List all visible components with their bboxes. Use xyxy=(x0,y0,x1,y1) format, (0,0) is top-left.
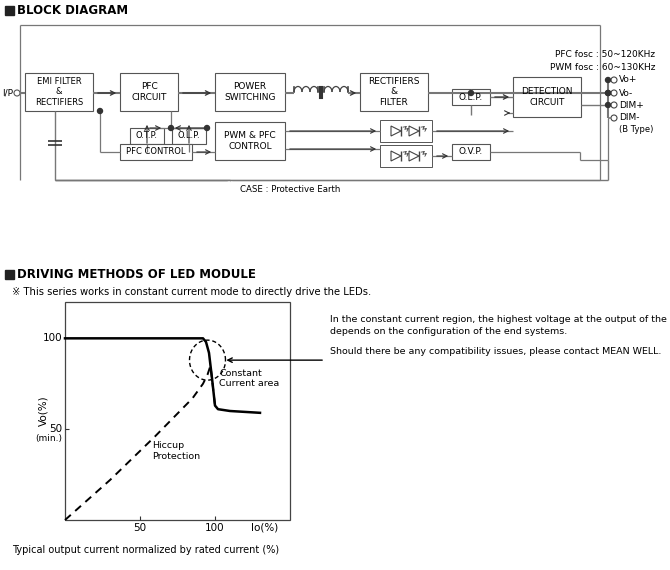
Text: 50: 50 xyxy=(133,523,147,533)
Text: PFC
CIRCUIT: PFC CIRCUIT xyxy=(131,82,167,101)
Text: Vo-: Vo- xyxy=(619,88,633,97)
Bar xyxy=(452,89,490,105)
Circle shape xyxy=(204,125,210,131)
Circle shape xyxy=(606,91,610,96)
Bar xyxy=(25,73,93,111)
Bar xyxy=(5,270,14,279)
Text: BLOCK DIAGRAM: BLOCK DIAGRAM xyxy=(17,4,128,17)
Text: PWM & PFC
CONTROL: PWM & PFC CONTROL xyxy=(224,131,276,150)
Text: Vo+: Vo+ xyxy=(619,75,637,84)
Text: (B Type): (B Type) xyxy=(619,125,653,135)
Text: (min.): (min.) xyxy=(35,434,62,443)
Bar xyxy=(360,73,428,111)
Circle shape xyxy=(606,91,610,96)
Text: CASE : Protective Earth: CASE : Protective Earth xyxy=(240,185,340,193)
Bar xyxy=(380,120,432,142)
Text: PFC fosc : 50~120KHz
PWM fosc : 60~130KHz: PFC fosc : 50~120KHz PWM fosc : 60~130KH… xyxy=(549,50,655,71)
Bar xyxy=(513,77,581,117)
Text: 100: 100 xyxy=(205,523,225,533)
Text: depends on the configuration of the end systems.: depends on the configuration of the end … xyxy=(330,328,567,336)
Text: DETECTION
CIRCUIT: DETECTION CIRCUIT xyxy=(521,87,573,107)
Text: PFC CONTROL: PFC CONTROL xyxy=(126,148,186,157)
Text: O.L.P.: O.L.P. xyxy=(178,132,200,140)
Bar xyxy=(65,302,290,520)
Bar xyxy=(215,73,285,111)
Bar xyxy=(130,128,164,144)
Bar xyxy=(380,145,432,167)
Circle shape xyxy=(468,91,474,96)
Circle shape xyxy=(168,125,174,131)
Circle shape xyxy=(606,103,610,108)
Text: Vo(%): Vo(%) xyxy=(38,396,48,426)
Text: O.L.P.: O.L.P. xyxy=(459,92,483,101)
Text: RECTIFIERS
&
FILTER: RECTIFIERS & FILTER xyxy=(369,77,419,107)
Text: 50: 50 xyxy=(49,424,62,434)
Text: POWER
SWITCHING: POWER SWITCHING xyxy=(224,82,276,101)
Text: 100: 100 xyxy=(42,333,62,343)
Bar xyxy=(215,122,285,160)
Circle shape xyxy=(606,78,610,83)
Bar xyxy=(5,6,14,15)
Text: EMI FILTER
&
RECTIFIERS: EMI FILTER & RECTIFIERS xyxy=(35,77,83,107)
Text: O.T.P.: O.T.P. xyxy=(136,132,158,140)
Text: DRIVING METHODS OF LED MODULE: DRIVING METHODS OF LED MODULE xyxy=(17,268,256,281)
Text: Typical output current normalized by rated current (%): Typical output current normalized by rat… xyxy=(12,545,279,555)
Text: ※ This series works in constant current mode to directly drive the LEDs.: ※ This series works in constant current … xyxy=(12,287,371,297)
Bar xyxy=(120,144,192,160)
Bar xyxy=(172,128,206,144)
Bar xyxy=(452,144,490,160)
Text: DIM-: DIM- xyxy=(619,113,639,123)
Circle shape xyxy=(98,108,103,113)
Text: Should there be any compatibility issues, please contact MEAN WELL.: Should there be any compatibility issues… xyxy=(330,348,661,356)
Text: Constant
Current area: Constant Current area xyxy=(219,369,279,388)
Text: I/P: I/P xyxy=(2,88,13,97)
Text: O.V.P.: O.V.P. xyxy=(459,148,483,157)
Text: DIM+: DIM+ xyxy=(619,100,644,109)
Circle shape xyxy=(223,182,237,196)
Text: Hiccup
Protection: Hiccup Protection xyxy=(152,441,200,461)
Bar xyxy=(120,73,178,111)
Text: In the constant current region, the highest voltage at the output of the driver: In the constant current region, the high… xyxy=(330,316,670,324)
Text: Io(%): Io(%) xyxy=(251,523,279,533)
